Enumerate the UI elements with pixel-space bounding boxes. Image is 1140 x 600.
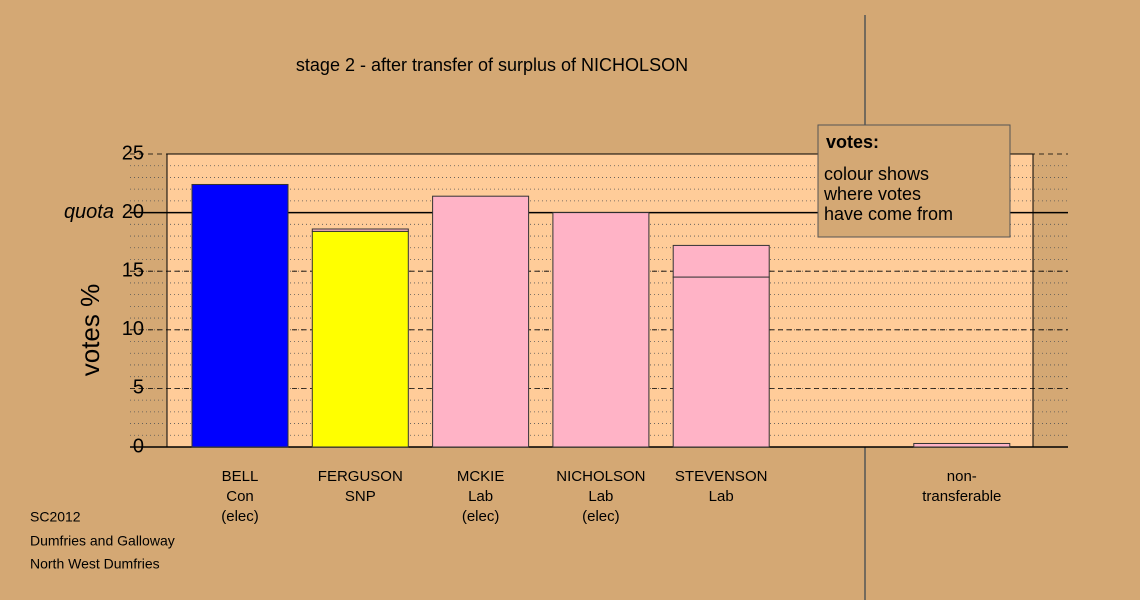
- x-tick-label: FERGUSON: [318, 468, 403, 485]
- y-tick-label: 10: [122, 318, 144, 340]
- x-tick-label: BELL: [222, 468, 259, 485]
- bar-segment: [913, 442, 1011, 448]
- x-tick-label: (elec): [582, 508, 620, 525]
- bar-segment: [191, 183, 289, 448]
- bar-segment: [432, 195, 530, 448]
- footer-text: SC2012: [30, 509, 81, 525]
- footer-text: Dumfries and Galloway: [30, 533, 175, 549]
- x-tick-label: SNP: [345, 488, 376, 505]
- quota-label: quota: [64, 201, 114, 223]
- x-tick-label: Con: [226, 488, 254, 505]
- legend-text: colour shows: [824, 164, 929, 184]
- y-tick-label: 25: [122, 142, 144, 164]
- x-tick-label: non-: [947, 468, 977, 485]
- bar-segment: [672, 244, 770, 278]
- y-axis-label: votes %: [75, 284, 105, 377]
- x-tick-label: MCKIE: [457, 468, 505, 485]
- x-tick-label: Lab: [468, 488, 493, 505]
- y-tick-label: 5: [133, 377, 144, 399]
- legend-text: where votes: [823, 184, 921, 204]
- x-tick-label: Lab: [709, 488, 734, 505]
- x-tick-label: (elec): [462, 508, 500, 525]
- marks: 0510152025quotaBELLCon(elec)FERGUSONSNPM…: [64, 142, 1068, 525]
- y-tick-label: 0: [133, 435, 144, 457]
- footer-text: North West Dumfries: [30, 556, 160, 572]
- x-tick-label: STEVENSON: [675, 468, 768, 485]
- x-tick-label: (elec): [221, 508, 259, 525]
- chart-title: stage 2 - after transfer of surplus of N…: [296, 55, 688, 75]
- legend-title: votes:: [826, 132, 879, 152]
- legend-box: [817, 124, 1011, 238]
- bar-segment: [311, 230, 409, 448]
- bar-segment: [311, 228, 409, 232]
- bar-segment: [552, 212, 650, 448]
- x-tick-label: transferable: [922, 488, 1001, 505]
- y-tick-label: 15: [122, 259, 144, 281]
- legend-text: have come from: [824, 204, 953, 224]
- x-tick-label: Lab: [588, 488, 613, 505]
- x-tick-label: NICHOLSON: [556, 468, 645, 485]
- bar-segment: [672, 276, 770, 448]
